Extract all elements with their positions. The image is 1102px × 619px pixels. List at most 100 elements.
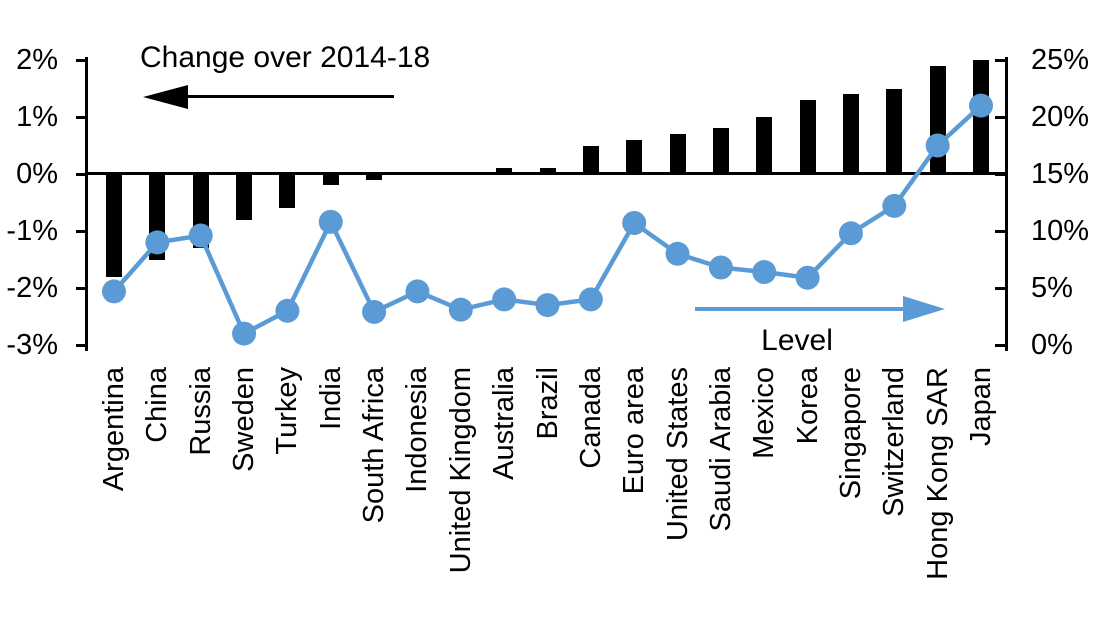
category-label: Saudi Arabia: [704, 367, 738, 531]
right-axis-tick: [995, 172, 1007, 176]
category-label: Euro area: [617, 367, 651, 494]
level-line-series: [102, 93, 993, 346]
category-label-text: Turkey: [271, 367, 304, 455]
category-label-text: Hong Kong SAR: [921, 367, 954, 580]
bar: [582, 145, 599, 174]
category-label-text: Australia: [488, 367, 521, 480]
category-label-text: Indonesia: [401, 367, 434, 493]
bar: [236, 174, 253, 220]
right-axis-tick: [995, 229, 1007, 233]
category-label: Singapore: [834, 367, 868, 499]
category-label-text: Argentina: [98, 367, 130, 492]
left-axis-tick-label: -3%: [6, 329, 58, 361]
level-marker: [578, 287, 603, 312]
right-axis-tick-label: 25%: [1031, 44, 1090, 76]
level-marker: [188, 223, 213, 248]
right-axis-tick-label: 0%: [1031, 329, 1073, 361]
bar: [496, 168, 513, 174]
bar: [842, 94, 859, 174]
level-marker: [448, 297, 473, 322]
level-marker: [145, 230, 170, 255]
level-marker: [102, 279, 126, 304]
category-label-text: United Kingdom: [444, 367, 477, 574]
level-marker: [492, 287, 517, 312]
category-label: Argentina: [97, 367, 131, 491]
level-marker: [708, 255, 733, 280]
category-label-text: Mexico: [748, 367, 781, 459]
category-label: Indonesia: [400, 367, 434, 493]
category-label-text: Brazil: [531, 367, 564, 440]
right-axis-tick: [995, 58, 1007, 62]
left-axis-tick-label: 2%: [16, 44, 58, 76]
left-arrow-shaft: [186, 95, 394, 98]
category-label-text: Russia: [184, 367, 217, 456]
level-marker: [752, 260, 777, 285]
bar: [799, 99, 816, 174]
category-label-text: Singapore: [834, 367, 867, 500]
category-label-text: South Africa: [358, 367, 391, 524]
left-arrow-head-icon: [143, 85, 188, 109]
level-marker: [882, 193, 907, 218]
level-marker: [925, 133, 950, 158]
level-marker: [318, 209, 343, 234]
category-label-text: United States: [661, 367, 694, 542]
left-axis-tick-label: -1%: [6, 215, 58, 247]
bar-series-title: Change over 2014-18: [140, 41, 431, 74]
level-marker: [665, 241, 690, 266]
category-label: South Africa: [357, 367, 391, 523]
right-axis-tick-label: 20%: [1031, 101, 1090, 133]
left-axis-tick-label: 1%: [16, 101, 58, 133]
line-series-title: Level: [761, 324, 833, 357]
bar: [712, 128, 729, 174]
category-label: Canada: [574, 367, 608, 469]
right-axis-tick-label: 5%: [1031, 272, 1073, 304]
category-label-text: Euro area: [618, 367, 651, 495]
right-axis-tick-label: 10%: [1031, 215, 1090, 247]
bar: [366, 174, 383, 180]
left-axis-tick: [76, 286, 88, 290]
right-axis-tick: [995, 343, 1007, 347]
category-label: China: [140, 367, 174, 443]
left-axis-tick-label: -2%: [6, 272, 58, 304]
level-marker: [232, 321, 257, 346]
level-marker: [795, 265, 820, 290]
left-axis-tick: [76, 58, 88, 62]
left-axis-line: [85, 57, 88, 351]
left-axis-tick: [76, 343, 88, 347]
category-label: United States: [661, 367, 695, 541]
right-arrow-head-icon: [903, 296, 945, 322]
bar: [539, 168, 556, 174]
category-label: Brazil: [531, 367, 565, 440]
level-marker: [838, 221, 863, 246]
category-label-text: China: [141, 367, 174, 443]
bar: [106, 174, 122, 277]
category-label: Mexico: [747, 367, 781, 459]
level-marker: [405, 279, 430, 304]
right-axis-tick-label: 15%: [1031, 158, 1090, 190]
category-label-text: Korea: [791, 367, 824, 445]
category-label: Australia: [487, 367, 521, 480]
category-label-text: Saudi Arabia: [704, 367, 737, 532]
category-label: Sweden: [227, 367, 261, 472]
level-marker: [275, 298, 300, 323]
category-label: Japan: [964, 367, 998, 446]
left-axis-tick: [76, 115, 88, 119]
category-label: Russia: [184, 367, 218, 456]
left-axis-tick-label: 0%: [16, 158, 58, 190]
right-axis-tick: [995, 286, 1007, 290]
level-marker: [969, 93, 993, 118]
right-axis-tick: [995, 115, 1007, 119]
right-arrow-shaft: [695, 307, 905, 311]
category-label: Hong Kong SAR: [921, 367, 955, 580]
category-label-text: Sweden: [228, 367, 261, 472]
bar: [322, 174, 339, 186]
category-label: India: [314, 367, 348, 430]
category-label-text: Switzerland: [878, 367, 911, 517]
bar: [626, 139, 643, 174]
left-axis-tick: [76, 172, 88, 176]
category-label-text: India: [314, 367, 347, 430]
category-label: Turkey: [270, 367, 304, 455]
category-label: United Kingdom: [444, 367, 478, 573]
